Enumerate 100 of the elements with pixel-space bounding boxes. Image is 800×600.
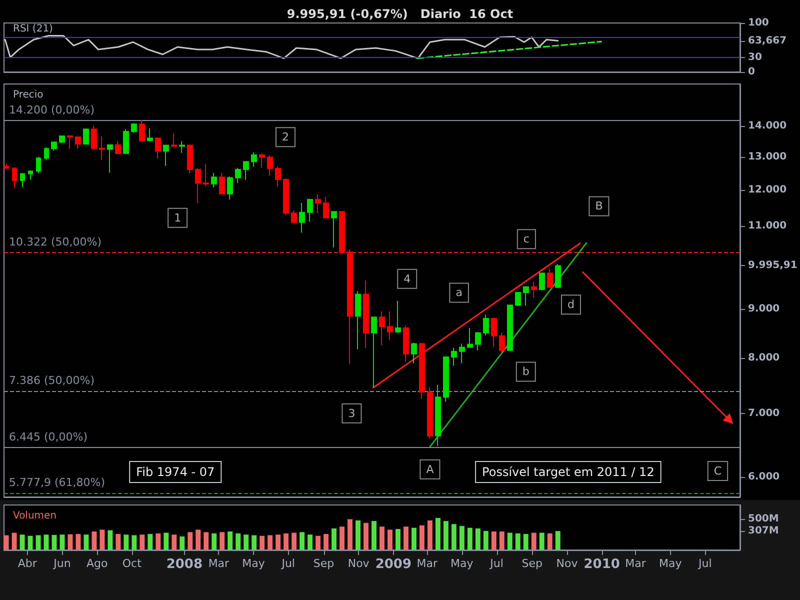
candlestick [91,125,97,150]
y-tick-label: 30 [748,52,762,63]
annotation: Fib 1974 - 07 [136,465,215,479]
candlestick [515,292,521,307]
candlestick [331,210,337,248]
candlestick [155,138,161,159]
line-series [4,34,559,60]
bar [308,534,313,550]
annotation: A [426,462,434,476]
bar [300,532,305,550]
bar [467,528,472,550]
y-tick-label: 11.000 [748,220,787,232]
bar [156,533,161,550]
bar [491,532,496,550]
y-tick-label: 307M [748,526,779,537]
candlestick [163,144,169,166]
annotation: Possível target em 2011 / 12 [482,465,654,479]
bar [212,533,217,550]
candlestick [315,194,321,214]
x-tick-label: Mar [208,557,230,570]
candlestick [539,272,545,291]
bar [531,532,536,550]
bar [515,533,520,550]
candlestick [171,133,177,148]
candlestick [531,281,537,298]
bar [100,530,105,550]
candlestick [283,178,289,216]
y-tick-label: 13.000 [748,151,787,162]
bar [228,532,233,550]
x-tick-label: 2008 [166,557,203,572]
bar [260,536,265,550]
bar [84,534,89,550]
candlestick [411,342,417,364]
candlestick [75,136,81,150]
candlestick [371,316,377,388]
x-tick-label: Jul [489,557,504,570]
y-tick-label: 9.995,91 [748,260,798,272]
candlestick [275,166,281,188]
bar [132,535,137,550]
bar [116,534,121,550]
y-tick-label: 6.000 [748,472,780,483]
bar [244,534,249,550]
y-tick-label: 9.000 [748,304,780,315]
bar [292,532,297,550]
candlestick [219,172,225,195]
candlestick [395,300,401,334]
candlestick [443,356,449,402]
bar [539,532,544,550]
y-tick-label: 8.000 [748,352,780,364]
candlestick [179,140,185,154]
bar [236,533,241,550]
bar [395,529,400,550]
bar [204,532,209,550]
bar [356,520,361,550]
bar [92,532,97,550]
candlestick [187,144,193,174]
bar [555,531,560,550]
bar [419,525,424,550]
annotation: a [456,286,462,300]
candlestick [4,163,9,170]
bar [443,521,448,550]
bar [172,534,177,550]
annotation: 3 [348,406,356,420]
bar [36,535,41,550]
bar [523,534,528,550]
candlestick [291,210,297,223]
candlestick [427,387,433,439]
candlestick [59,134,65,144]
candlestick [451,347,457,366]
candlestick [227,176,233,200]
bar [379,526,384,550]
bar [12,532,17,550]
annotation: b [522,365,530,378]
bar [52,534,57,550]
candlestick [51,141,57,152]
bar [547,533,552,550]
bar [220,532,225,550]
x-tick-label: Jul [698,557,712,570]
x-tick-label: May [242,557,266,570]
candlestick [387,311,393,341]
bar [76,534,81,550]
bar [332,528,337,550]
text: Volumen [13,510,57,522]
x-tick-label: Abr [18,557,38,570]
candlestick [44,146,49,161]
candlestick [107,144,113,173]
candlestick [36,156,41,174]
chart-subtitle: RSI (21) [13,24,54,34]
x-tick-label: Ago [86,557,108,570]
y-tick-label: 63,667 [748,35,787,46]
bar [108,530,113,550]
candlestick [507,304,513,352]
candlestick [83,128,89,145]
ref-line-label: 7.386 (50,00%) [9,374,95,388]
x-tick-label: 2010 [584,557,620,572]
candlestick [499,332,505,354]
bar [403,526,408,550]
candlestick [339,210,345,254]
bar [68,534,73,550]
candlestick [555,263,561,289]
